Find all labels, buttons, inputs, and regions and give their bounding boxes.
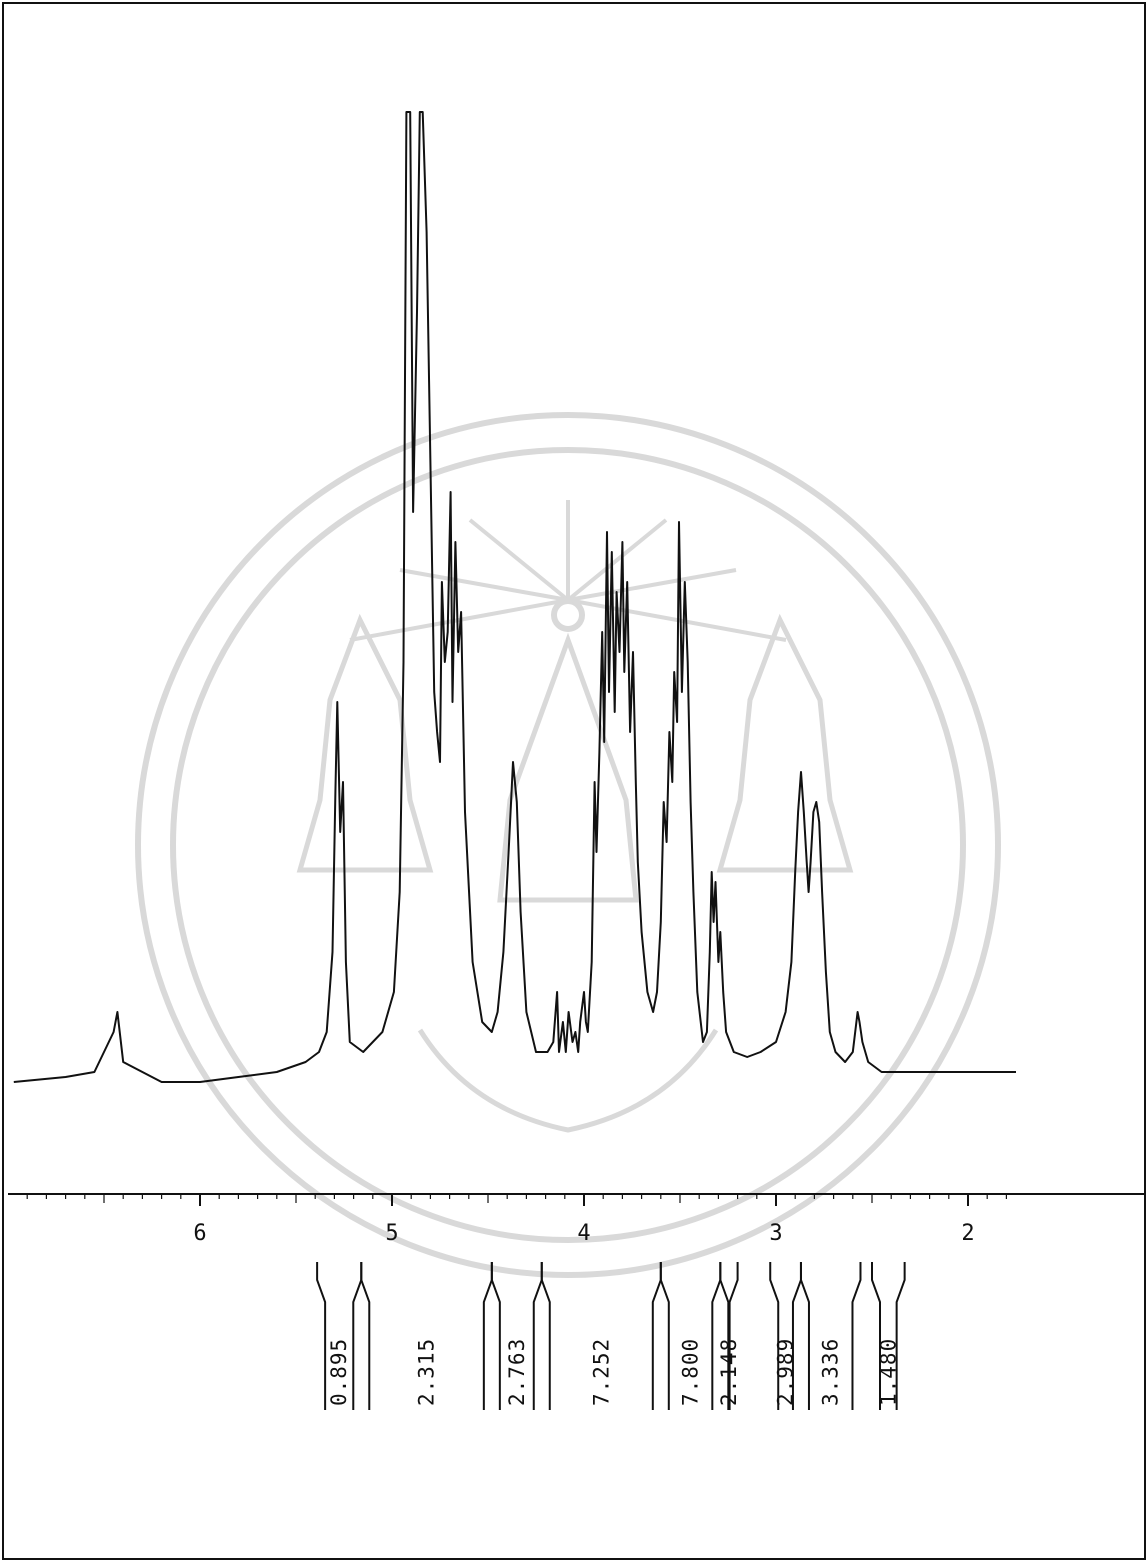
x-tick-label: 6 xyxy=(193,1221,206,1246)
integral-bracket: 2.148 xyxy=(717,1262,741,1410)
integration-values: 0.895 2.315 2.763 7.252 7.800 2.148 2.989 3.336… xyxy=(316,1262,906,1410)
integral-right-stroke xyxy=(352,1262,363,1410)
university-seal-watermark xyxy=(135,412,1001,1278)
integral-left-stroke xyxy=(490,1262,501,1410)
integral-bracket: 7.252 xyxy=(540,1262,662,1410)
spectrum-series xyxy=(13,111,1016,1083)
integral-bracket: 3.336 xyxy=(799,1262,862,1410)
integral-value-label: 7.800 xyxy=(679,1338,703,1406)
integral-left-stroke xyxy=(316,1262,327,1410)
integral-right-stroke xyxy=(728,1262,739,1410)
integral-left-stroke xyxy=(360,1262,371,1410)
x-axis-tick-labels: 6 5 4 3 2 xyxy=(193,1221,974,1246)
x-tick-label: 5 xyxy=(385,1221,398,1246)
integral-left-stroke xyxy=(540,1262,551,1410)
integral-right-stroke xyxy=(482,1262,493,1410)
integral-left-stroke xyxy=(719,1262,730,1410)
integral-left-stroke xyxy=(799,1262,810,1410)
integral-value-label: 2.315 xyxy=(415,1338,439,1406)
x-axis-ticks xyxy=(26,1194,1008,1206)
integral-bracket: 1.480 xyxy=(871,1262,906,1410)
integral-right-stroke xyxy=(651,1262,662,1410)
integral-value-label: 2.989 xyxy=(774,1338,798,1406)
x-tick-label: 3 xyxy=(769,1221,782,1246)
integral-value-label: 2.763 xyxy=(505,1338,529,1406)
integral-right-stroke xyxy=(532,1262,543,1410)
integral-right-stroke xyxy=(895,1262,906,1410)
spectrum-trace xyxy=(13,111,1016,1083)
integral-bracket: 7.800 xyxy=(659,1262,722,1410)
integral-right-stroke xyxy=(851,1262,862,1410)
integral-value-label: 3.336 xyxy=(819,1338,843,1406)
integral-bracket: 0.895 xyxy=(316,1262,363,1410)
integral-value-label: 2.148 xyxy=(717,1338,741,1406)
x-tick-label: 4 xyxy=(577,1221,590,1246)
integral-left-stroke xyxy=(659,1262,670,1410)
integral-bracket: 2.315 xyxy=(360,1262,493,1410)
integral-bracket: 2.763 xyxy=(490,1262,543,1410)
integral-bracket: 2.989 xyxy=(769,1262,802,1410)
integral-value-label: 1.480 xyxy=(876,1338,900,1406)
integral-left-stroke xyxy=(769,1262,780,1410)
x-tick-label: 2 xyxy=(961,1221,974,1246)
integral-value-label: 7.252 xyxy=(589,1338,613,1406)
integral-value-label: 0.895 xyxy=(327,1338,351,1406)
integral-left-stroke xyxy=(871,1262,881,1410)
